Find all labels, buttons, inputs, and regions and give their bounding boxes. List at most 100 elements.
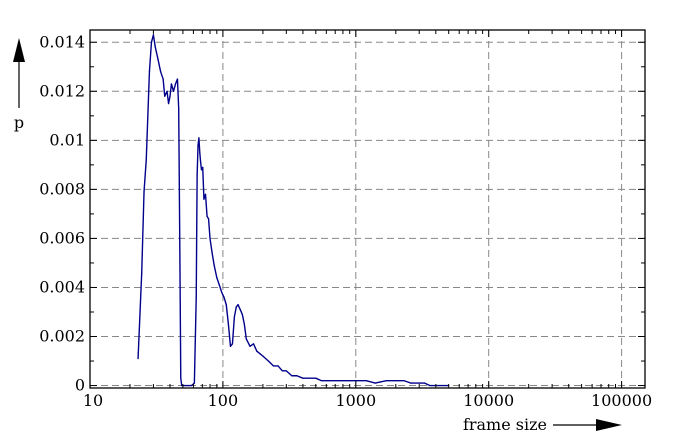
data-point [207, 218, 210, 220]
data-point [237, 304, 239, 306]
data-point [256, 350, 258, 352]
data-point [206, 215, 208, 217]
data-point [150, 41, 153, 43]
data-point [148, 71, 151, 73]
data-point [213, 264, 215, 266]
data-point [249, 345, 251, 347]
data-point [231, 343, 234, 345]
data-point [218, 284, 220, 286]
series-line-0 [137, 34, 449, 387]
plot-frame [89, 29, 646, 389]
data-point [143, 191, 145, 193]
data-point [172, 90, 175, 92]
data-point [259, 353, 261, 355]
y-tick-label: 0.004 [39, 277, 85, 296]
x-tick-label: 10 [83, 391, 103, 410]
data-point [216, 277, 218, 279]
data-point [211, 252, 213, 254]
y-tick-label: 0.002 [39, 327, 85, 346]
data-point [203, 198, 205, 200]
data-point [169, 95, 171, 97]
data-point [320, 380, 322, 382]
data-point [199, 152, 201, 154]
data-point [442, 384, 444, 387]
data-point [403, 380, 405, 382]
data-point [227, 323, 229, 325]
data-point [167, 102, 170, 105]
data-point [395, 380, 397, 382]
data-point [272, 365, 275, 367]
data-point [241, 313, 243, 316]
data-point [181, 384, 183, 387]
data-point [309, 377, 311, 379]
data-point [200, 161, 202, 164]
data-point [302, 377, 304, 379]
data-point [179, 262, 181, 264]
data-point [162, 78, 164, 80]
x-axis-label: frame size [463, 415, 547, 434]
series-layer [137, 34, 450, 387]
x-tick-label: 10000 [463, 391, 514, 410]
data-point [355, 380, 357, 382]
x-tick-label: 100000 [591, 391, 652, 410]
data-point [198, 137, 200, 139]
data-point [164, 95, 166, 97]
data-point [262, 355, 264, 357]
data-point [174, 83, 177, 85]
data-point [202, 166, 204, 168]
data-point [410, 382, 412, 384]
data-point [229, 345, 232, 347]
data-point [166, 90, 168, 92]
data-point [429, 384, 431, 387]
data-point [204, 193, 207, 195]
x-tick-label: 100 [208, 391, 239, 410]
grid [90, 30, 645, 388]
data-point [349, 380, 351, 382]
y-tick-label: 0.008 [39, 179, 85, 198]
data-point [154, 46, 156, 48]
x-axis-arrow [553, 419, 622, 431]
data-point [209, 237, 211, 240]
data-point [291, 375, 293, 377]
data-point [190, 384, 193, 387]
data-point [193, 382, 195, 384]
data-point [243, 323, 245, 325]
data-point [245, 338, 247, 340]
data-point [145, 159, 147, 161]
data-point [221, 291, 223, 293]
data-point [223, 296, 225, 298]
data-point [141, 272, 143, 274]
data-point [235, 306, 237, 308]
data-point [334, 380, 336, 382]
data-point [374, 382, 376, 384]
data-point [225, 304, 227, 306]
data-point [197, 144, 199, 146]
data-point [200, 169, 203, 171]
data-point [239, 308, 241, 311]
data-point [184, 384, 186, 387]
data-point [267, 360, 270, 362]
data-point [385, 380, 388, 382]
data-point [342, 380, 344, 382]
y-tick-label: 0 [75, 376, 85, 395]
data-point [233, 316, 235, 318]
data-point [160, 71, 162, 73]
y-tick-label: 0.006 [39, 228, 85, 247]
data-point [365, 380, 367, 382]
data-point [195, 296, 197, 298]
data-point [418, 382, 420, 384]
data-point [152, 34, 155, 36]
data-point [252, 343, 255, 345]
y-axis-arrow [13, 38, 25, 108]
y-tick-label: 0.012 [39, 81, 85, 100]
x-tick-label: 1000 [335, 391, 376, 410]
data-point [196, 174, 198, 176]
data-point [137, 357, 139, 360]
data-point [277, 365, 279, 367]
data-point [157, 58, 159, 61]
data-point [296, 375, 298, 377]
data-point [176, 78, 179, 80]
data-point [178, 107, 180, 110]
y-axis-label: p [14, 113, 24, 132]
